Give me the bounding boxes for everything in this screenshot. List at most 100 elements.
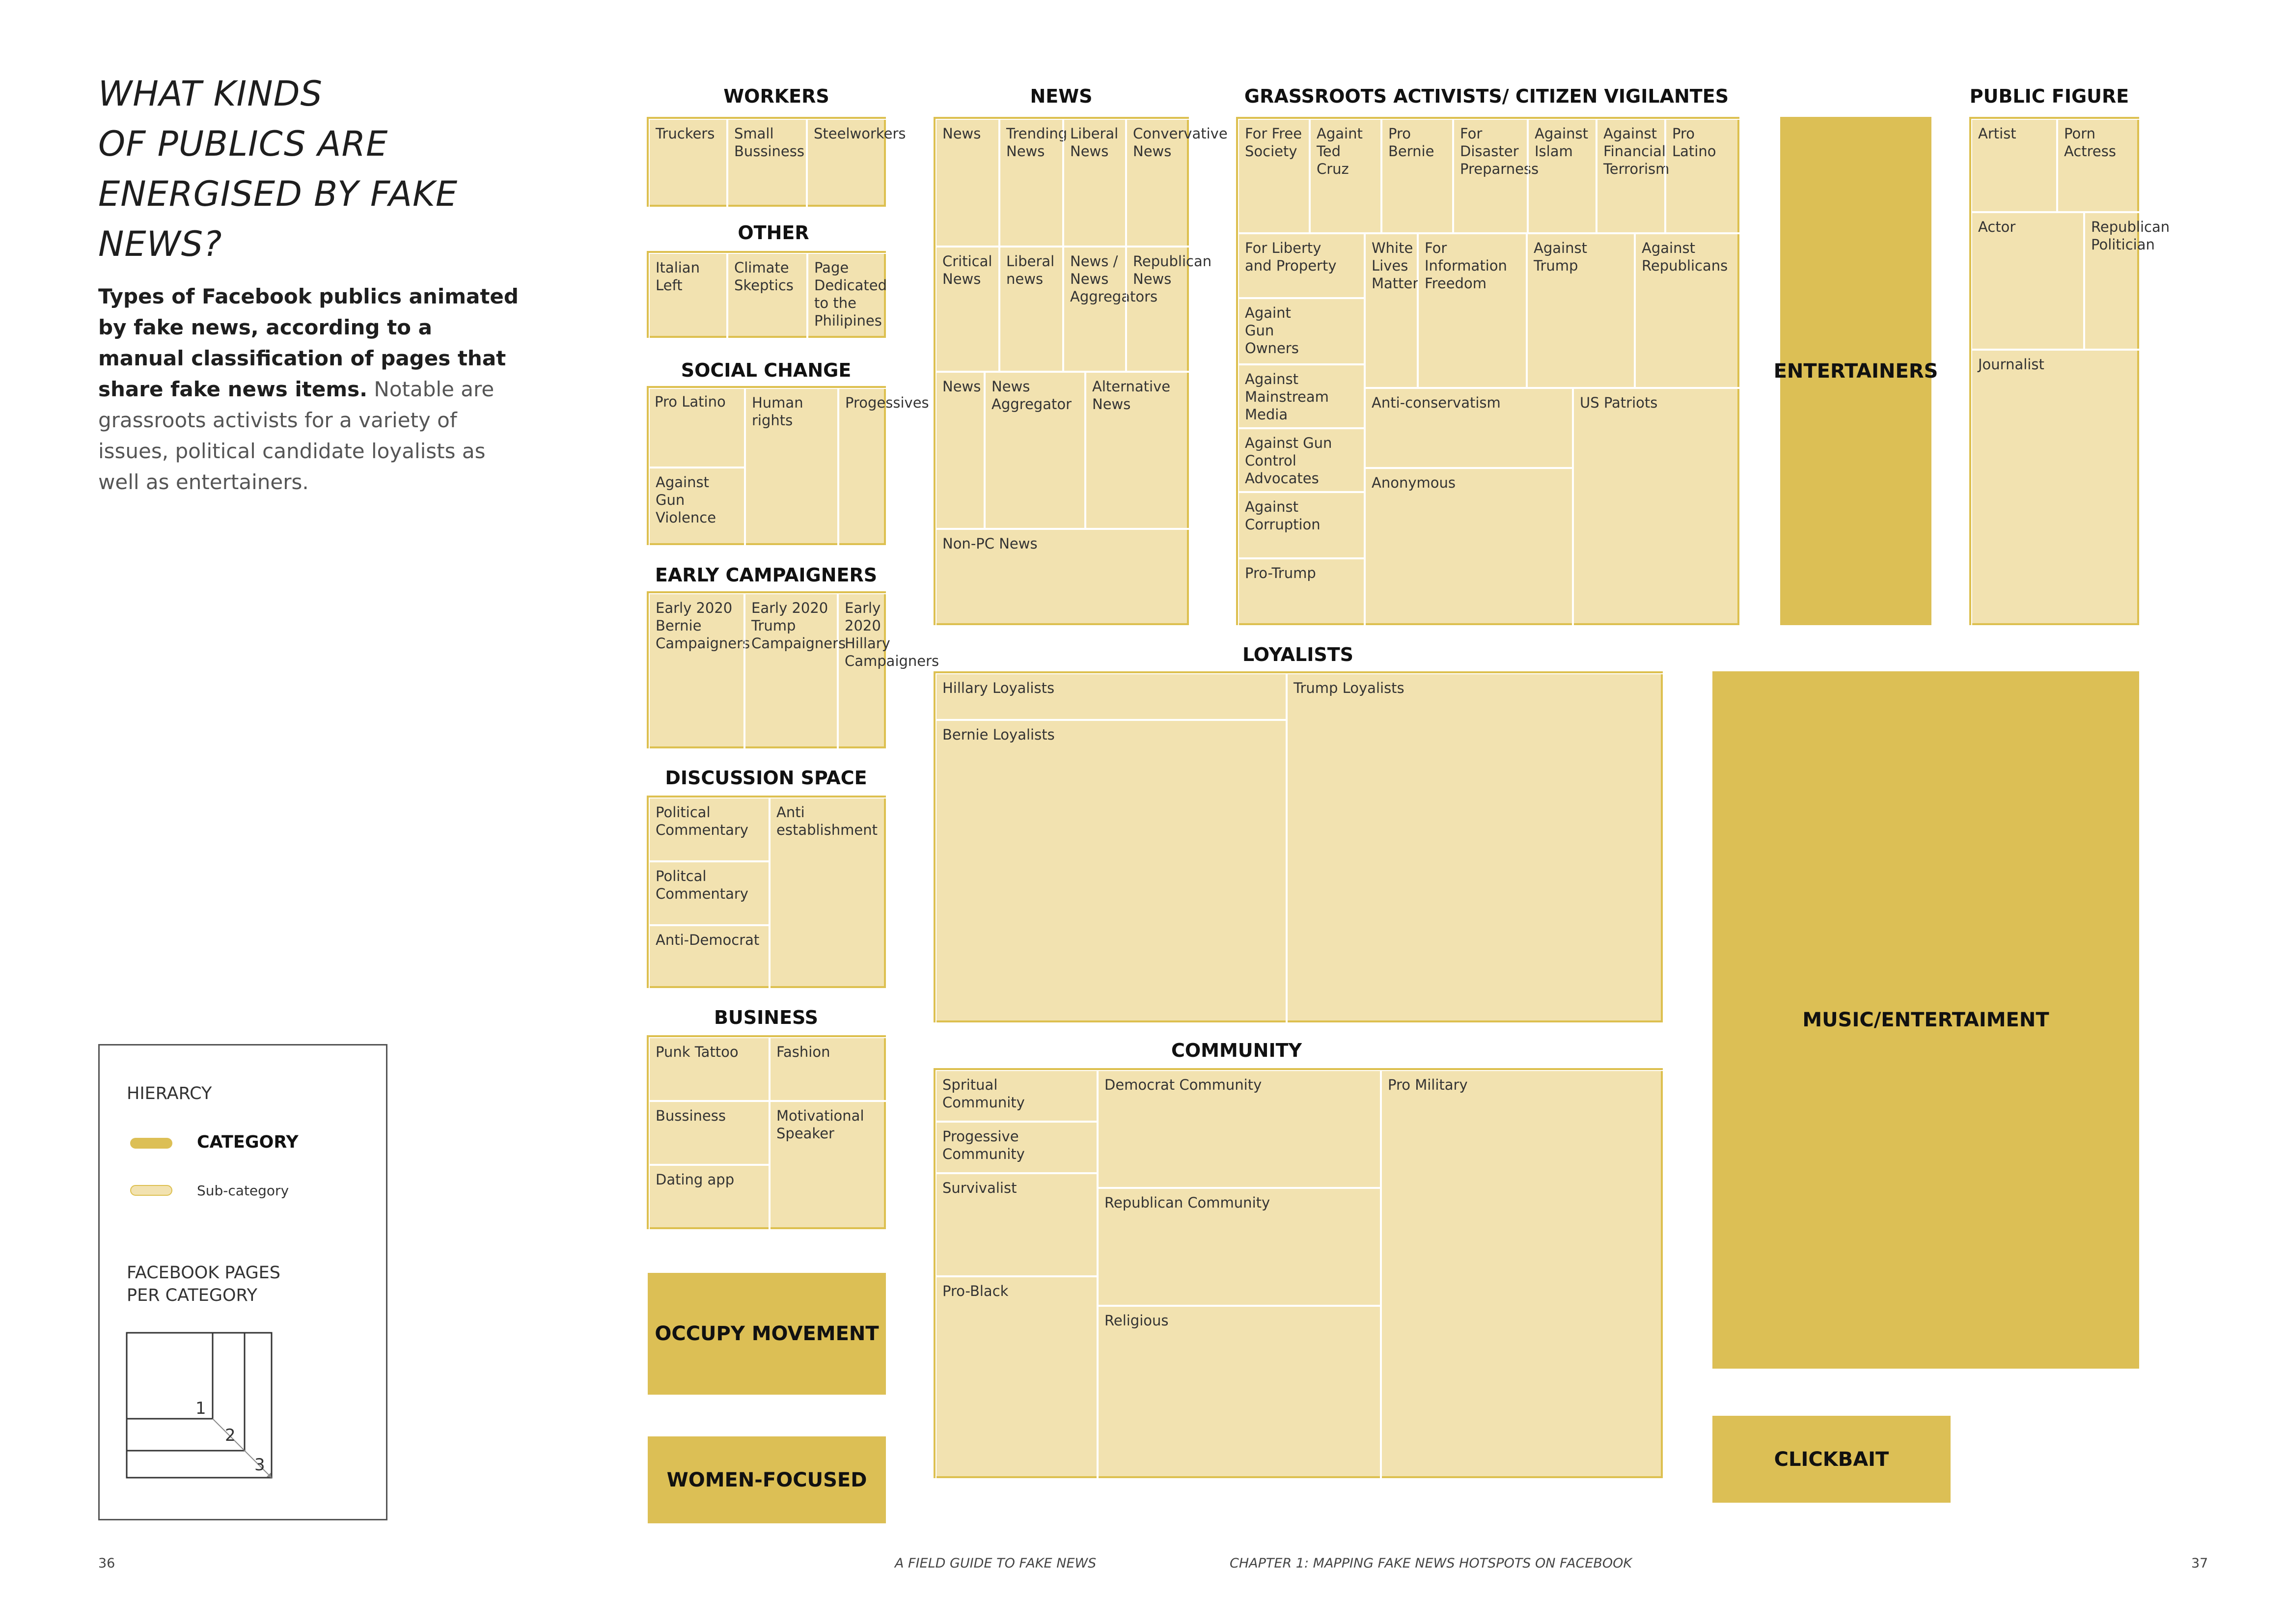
subcategory-cell: Progessive Community [936,1122,1098,1173]
subcategory-cell: Journalist [1971,350,2141,627]
subcategory-cell: Small Bussiness [727,119,807,209]
subcategory-cell: Spritual Community [936,1070,1098,1122]
legend-hierarchy-label: HIERARCY [127,1084,212,1103]
subcategory-cell: Liberal News [1063,119,1126,247]
subcategory-cell: Trending News [999,119,1067,247]
subcategory-cell: Against Islam [1528,119,1597,233]
legend: HIERARCY CATEGORY Sub-category FACEBOOK … [98,1044,387,1520]
subcategory-cell: Progessives [838,388,929,547]
subcategory-cell: For Disaster Preparness [1453,119,1539,233]
subcategory-cell: Pro Bernie [1381,119,1453,233]
subcategory-cell: Againt Ted Cruz [1310,119,1381,233]
subcategory-cell: Human rights [745,388,838,547]
subcategory-cell: Pro Latino [655,393,726,410]
subcategory-cell: News [936,372,985,529]
subcategory-cell: Liberal news [999,247,1063,372]
group-business: Punk Tattoo Bussiness Dating app Fashion Mot… [647,1035,888,1231]
group-public-figure: Artist Porn Actress Actor Republican Politi… [1969,117,2170,627]
group-heading-social-change: SOCIAL CHANGE [681,359,852,381]
subcategory-cell: Survivalist [936,1173,1098,1276]
subcategory-cell: Climate Skeptics [727,253,807,340]
subcategory-cell: Republican Politician [2084,212,2170,350]
title-line: ENERGISED BY FAKE [98,174,458,214]
group-heading-workers: WORKERS [723,85,829,107]
running-title: A FIELD GUIDE TO FAKE NEWS [895,1556,1097,1571]
legend-level-2: 2 [225,1426,236,1445]
subcategory-cell: Early 2020 Hillary Campaigners [838,593,939,750]
page-title: WHAT KINDS OF PUBLICS ARE ENERGISED BY F… [98,69,540,269]
group-news: News Trending News Liberal News Convervativ… [934,117,1228,627]
group-heading-other: OTHER [738,222,809,244]
subcategory-cell: Convervative News [1126,119,1228,247]
legend-level-1: 1 [195,1399,206,1418]
group-heading-news: NEWS [1030,85,1093,107]
group-discussion-space: Political Commentary Politcal Commentary A… [647,796,888,990]
title-line: WHAT KINDS [98,74,323,114]
subcategory-cell: Against Financial Terrorism [1597,119,1669,233]
legend-level-3: 3 [254,1455,265,1475]
subcategory-cell: Republican News [1126,247,1211,372]
subcategory-cell: Republican Community [1098,1188,1381,1306]
subcategory-cell: Against Gun Violence [649,468,745,547]
subcategory-cell: Trump Loyalists [1287,673,1665,1024]
group-heading-early-campaigners: EARLY CAMPAIGNERS [655,564,878,586]
subcategory-cell: Against Republicans [1635,233,1741,388]
title-line: NEWS? [98,224,222,264]
page-number-left: 36 [98,1556,115,1571]
subcategory-cell: Anti-Democrat [649,925,770,990]
description-rest: Notable are grassroots activists for a v… [98,377,495,494]
subcategory-cell: Pro Military [1381,1070,1665,1480]
subcategory-cell: Against Trump [1527,233,1635,388]
subcategory-cell: Critical News [936,247,999,372]
subcategory-cell: Artist [1971,119,2057,212]
subcategory-cell: Bernie Loyalists [936,720,1287,1024]
page-number-right: 37 [2191,1556,2208,1571]
subcategory-cell: Religious [1098,1306,1381,1480]
category-block-occupy-movement: OCCUPY MOVEMENT [648,1273,886,1395]
running-chapter: CHAPTER 1: MAPPING FAKE NEWS HOTSPOTS ON… [1230,1556,1632,1571]
subcategory-cell: Fashion [770,1037,888,1101]
group-heading-grassroots: GRASSROOTS ACTIVISTS/ CITIZEN VIGILANTES [1244,85,1729,107]
category-block-clickbait: CLICKBAIT [1712,1416,1951,1503]
subcategory-cell: Steelworkers [807,119,906,209]
legend-subcategory-swatch [130,1185,172,1196]
subcategory-cell [649,388,745,468]
subcategory-cell: Non-PC News [936,529,1191,627]
subcategory-cell: Anti establishment [770,798,888,990]
page-description: Types of Facebook publics animated by fa… [98,281,521,497]
subcategory-cell: News [936,119,999,247]
group-other: Italian Left Climate Skeptics Page Dedicat… [647,251,888,340]
legend-subcategory-label: Sub-category [197,1183,289,1199]
subcategory-cell: Pro Latino [1665,119,1741,233]
group-heading-community: COMMUNITY [1171,1040,1302,1061]
subcategory-cell: Bussiness [649,1101,770,1165]
legend-category-swatch [130,1138,172,1149]
category-block-women-focused: WOMEN-FOCUSED [648,1436,886,1523]
subcategory-cell: US Patriots [1573,388,1741,627]
subcategory-cell: Truckers [649,119,727,209]
subcategory-cell: News / News Aggregators [1063,247,1157,372]
subcategory-cell: Pro-Black [936,1276,1098,1480]
subcategory-cell: Politcal Commentary [649,861,770,925]
legend-pages-title: FACEBOOK PAGES PER CATEGORY [127,1263,281,1305]
legend-category-label: CATEGORY [197,1132,299,1152]
subcategory-cell: Anonymous [1365,468,1573,627]
title-line: OF PUBLICS ARE [98,124,388,164]
subcategory-cell: News Aggregator [985,372,1085,529]
subcategory-cell: Anti-conservatism [1365,388,1573,468]
group-heading-discussion-space: DISCUSSION SPACE [665,767,867,789]
subcategory-cell: Against Gun Control Advocates [1238,428,1365,492]
subcategory-cell: For Free Society [1238,119,1310,233]
subcategory-cell: Alternative News [1085,372,1191,529]
subcategory-cell: Against Mainstream Media [1238,364,1365,428]
subcategory-cell: For Liberty and Property [1238,233,1365,298]
description-lead: Types of Facebook publics animated by fa… [98,284,519,401]
group-grassroots: For Free Society Againt Ted Cruz Pro Berni… [1236,117,1741,627]
subcategory-cell: Motivational Speaker [770,1101,888,1231]
group-workers: Truckers Small Bussiness Steelworkers [647,117,906,209]
subcategory-cell: Italian Left [649,253,727,340]
subcategory-cell: For Information Freedom [1418,233,1527,388]
subcategory-cell: Porn Actress [2057,119,2141,212]
subcategory-cell: Political Commentary [649,798,770,861]
